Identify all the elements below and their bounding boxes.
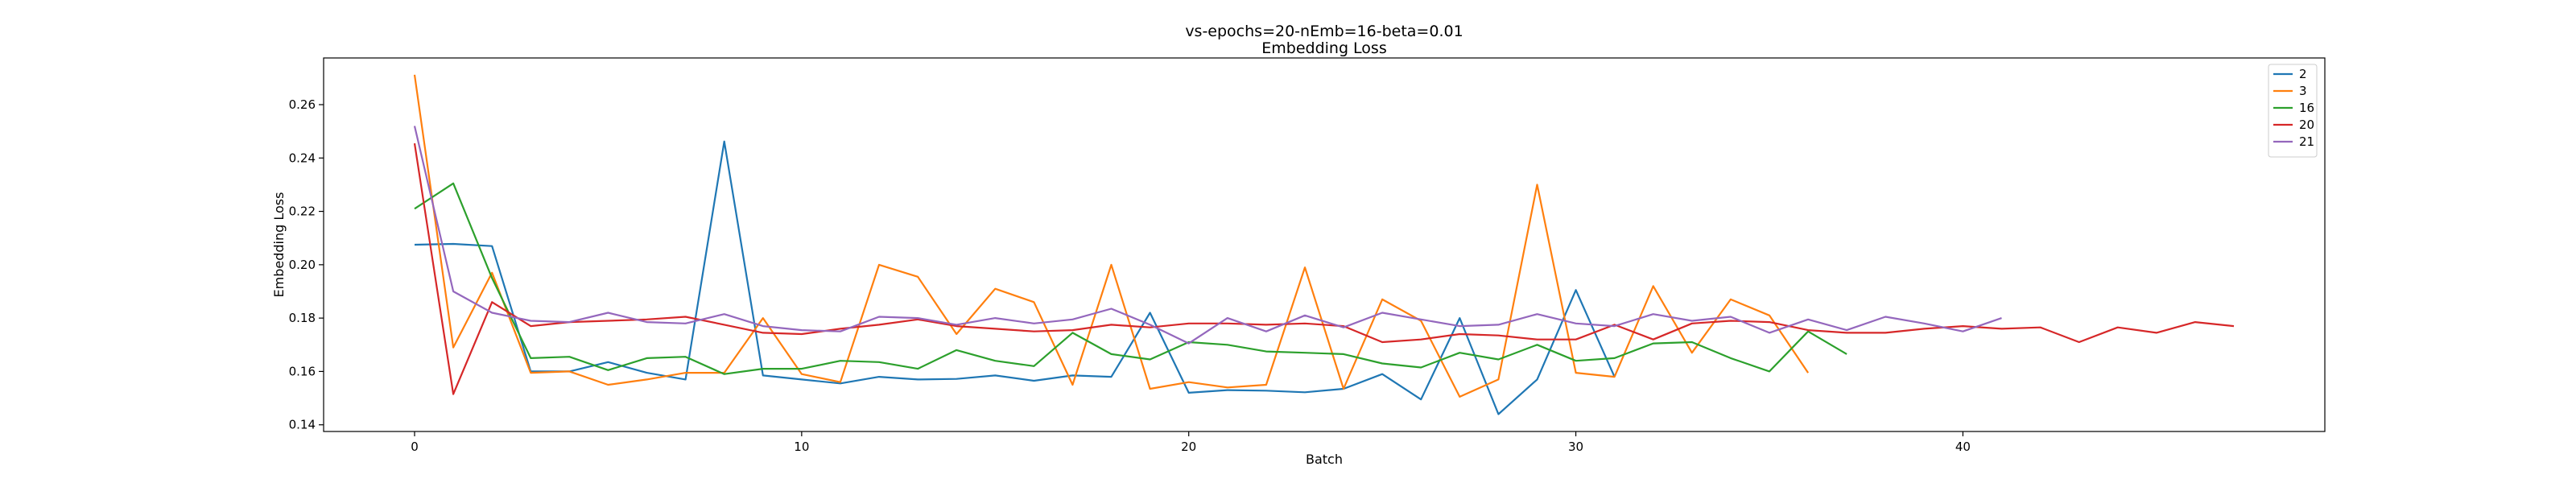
legend-label-16: 16 [2299, 101, 2314, 115]
chart-subtitle: Embedding Loss [1261, 39, 1386, 57]
series-line-3 [413, 74, 1810, 398]
x-tick-label: 30 [1568, 440, 1583, 454]
x-tick-label: 40 [1955, 440, 1971, 454]
x-axis-label: Batch [1306, 452, 1343, 467]
x-tick-label: 10 [794, 440, 809, 454]
y-tick-label: 0.14 [289, 418, 316, 432]
legend-box [2268, 64, 2318, 158]
plot-area [413, 74, 2235, 415]
chart-title: vs-epochs=20-nEmb=16-beta=0.01 [1185, 23, 1463, 40]
legend: 2 3 16 20 21 [2268, 64, 2318, 158]
legend-label-20: 20 [2299, 118, 2314, 132]
x-tick-label: 0 [411, 440, 419, 454]
series-line-21 [413, 126, 2002, 345]
legend-label-3: 3 [2299, 84, 2307, 98]
legend-label-2: 2 [2299, 67, 2307, 81]
y-tick-label: 0.16 [289, 364, 316, 378]
x-tick-label: 20 [1181, 440, 1196, 454]
series-line-20 [413, 142, 2235, 395]
y-axis-label: Embedding Loss [271, 192, 287, 298]
y-tick-label: 0.26 [289, 97, 316, 112]
plot-frame [323, 57, 2326, 432]
series-line-16 [414, 182, 1847, 375]
y-tick-label: 0.22 [289, 204, 316, 219]
series-line-2 [414, 140, 1616, 415]
y-tick-label: 0.20 [289, 258, 316, 272]
x-axis: 0 10 20 30 40 [411, 431, 1971, 454]
legend-label-21: 21 [2299, 134, 2314, 149]
y-tick-label: 0.18 [289, 311, 316, 325]
y-axis: 0.14 0.16 0.18 0.20 0.22 0.24 0.26 [289, 97, 324, 432]
y-tick-label: 0.24 [289, 151, 316, 165]
